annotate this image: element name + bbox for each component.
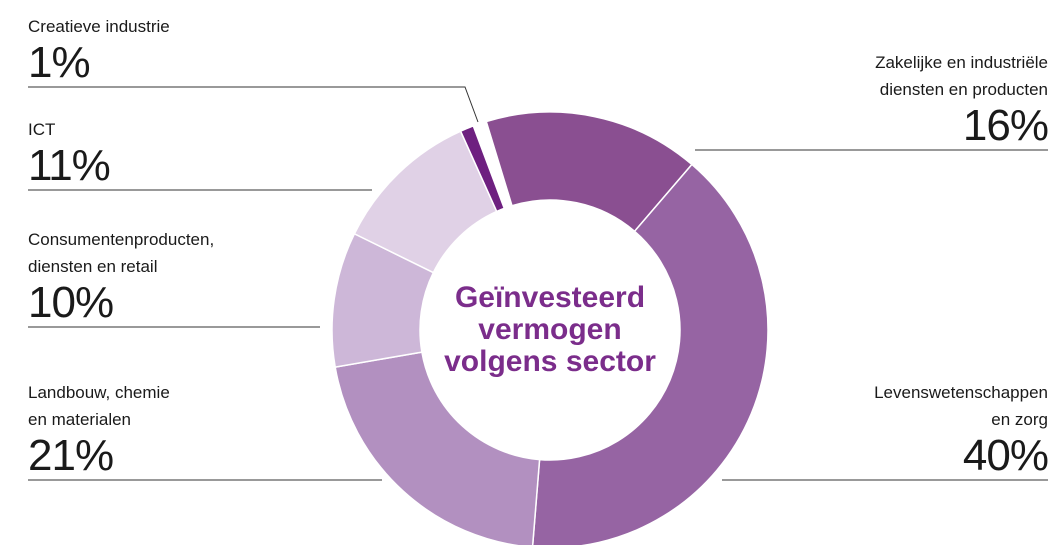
value-label: 11% bbox=[28, 141, 111, 190]
category-label: Creatieve industrie bbox=[28, 17, 170, 36]
category-label: Consumentenproducten, diensten en retail bbox=[28, 230, 215, 276]
category-label: Zakelijke en industriële diensten en pro… bbox=[875, 53, 1048, 99]
leader-line bbox=[28, 86, 479, 123]
value-label: 10% bbox=[28, 278, 114, 327]
category-label: Levenswetenschappen en zorg bbox=[874, 383, 1048, 429]
slice-label: Zakelijke en industriële diensten en pro… bbox=[875, 49, 1049, 150]
donut-slice bbox=[531, 163, 769, 545]
slice-label: Consumentenproducten, diensten en retail… bbox=[28, 226, 214, 326]
slice-label: Landbouw, chemie en materialen 21% bbox=[28, 379, 170, 479]
chart-title: Geïnvesteerd vermogen volgens sector bbox=[444, 281, 656, 378]
slice-label: Creatieve industrie 1% bbox=[28, 13, 170, 86]
category-label: ICT bbox=[28, 120, 56, 139]
value-label: 40% bbox=[962, 431, 1049, 480]
donut-slice bbox=[334, 351, 541, 545]
value-label: 16% bbox=[962, 101, 1049, 150]
slice-label: ICT 11% bbox=[28, 116, 111, 190]
slice-label: Levenswetenschappen en zorg 40% bbox=[874, 379, 1049, 480]
category-label: Landbouw, chemie en materialen bbox=[28, 383, 170, 429]
value-label: 21% bbox=[28, 431, 114, 480]
value-label: 1% bbox=[28, 38, 91, 87]
donut-slice bbox=[459, 124, 506, 213]
